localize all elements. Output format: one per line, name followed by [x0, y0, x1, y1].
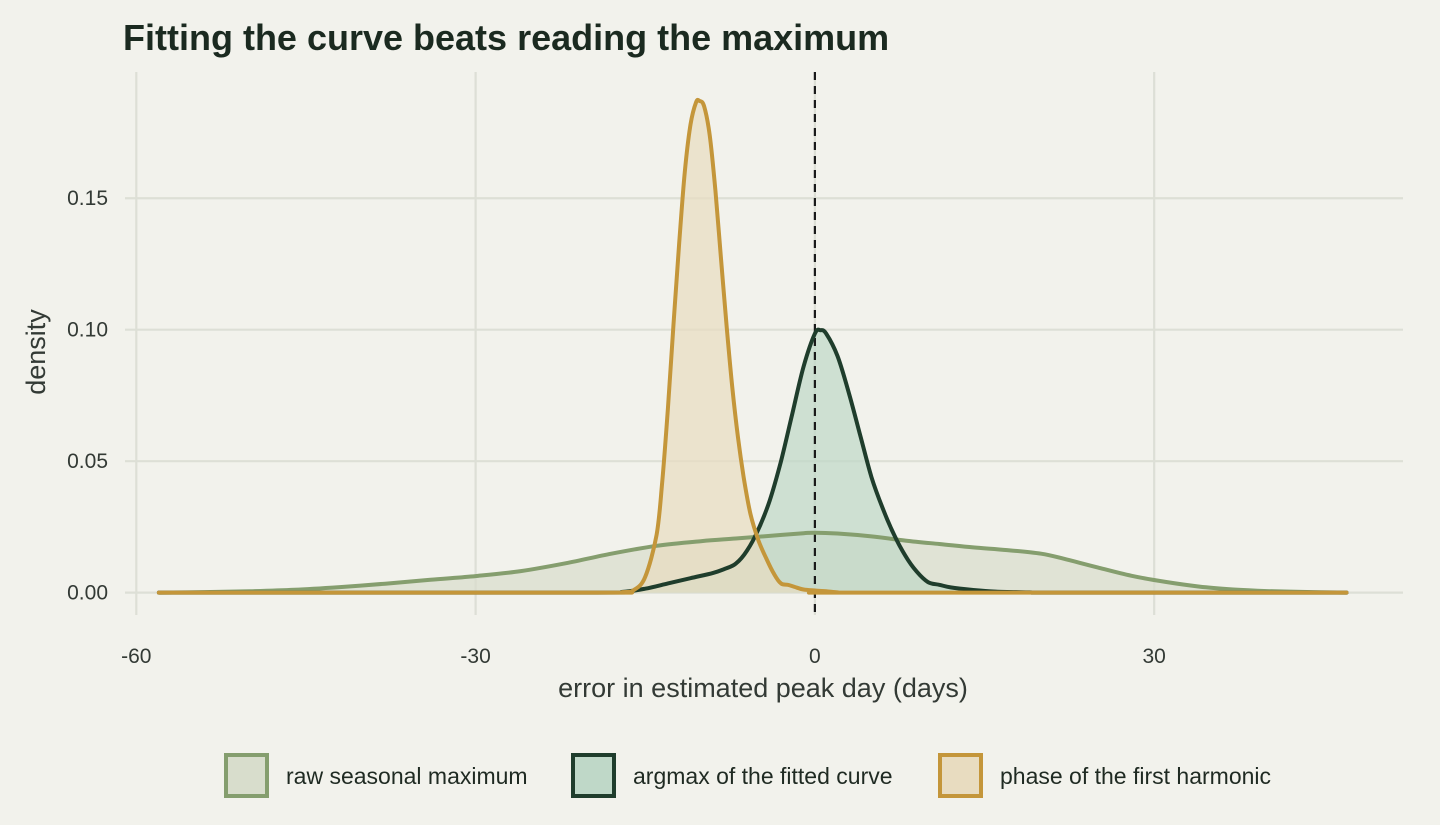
y-tick-label: 0.15 — [67, 187, 108, 210]
line-argmax-of-the-fitted-curve — [156, 327, 1349, 595]
legend-item-raw-seasonal-maximum: raw seasonal maximum — [224, 753, 528, 798]
legend-swatch — [224, 753, 269, 798]
legend-label: argmax of the fitted curve — [633, 763, 893, 789]
line-raw-seasonal-maximum — [156, 530, 1349, 595]
legend-item-argmax-of-the-fitted-curve: argmax of the fitted curve — [571, 753, 893, 798]
line-phase-of-the-first-harmonic — [156, 97, 1349, 595]
y-axis-title: density — [21, 309, 51, 395]
density-lines — [156, 97, 1349, 595]
x-tick-label: -30 — [460, 645, 490, 668]
x-tick-label: 0 — [809, 645, 821, 668]
legend-label: raw seasonal maximum — [286, 763, 528, 789]
x-tick-label: -60 — [121, 645, 151, 668]
legend-item-phase-of-the-first-harmonic: phase of the first harmonic — [938, 753, 1271, 798]
y-tick-label: 0.00 — [67, 582, 108, 605]
legend-swatch — [571, 753, 616, 798]
density-fills — [158, 99, 1347, 593]
chart-title: Fitting the curve beats reading the maxi… — [123, 17, 889, 58]
tick-labels: -60 -30 0 30 0.00 0.05 0.10 0.15 — [67, 187, 1166, 668]
legend-swatch — [938, 753, 983, 798]
x-axis-title: error in estimated peak day (days) — [558, 673, 968, 703]
x-tick-label: 30 — [1143, 645, 1166, 668]
legend-label: phase of the first harmonic — [1000, 763, 1271, 789]
legend: raw seasonal maximum argmax of the fitted… — [224, 753, 1271, 798]
y-tick-label: 0.10 — [67, 319, 108, 342]
y-tick-label: 0.05 — [67, 450, 108, 473]
